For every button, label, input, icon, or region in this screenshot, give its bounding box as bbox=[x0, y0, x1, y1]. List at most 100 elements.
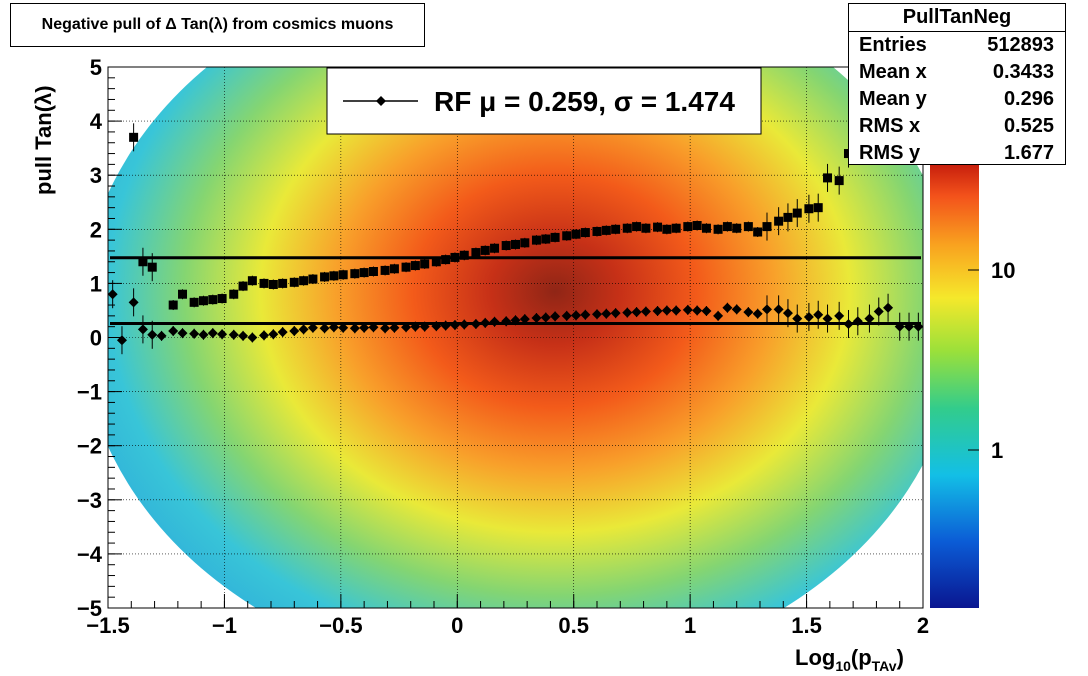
data-point-mean bbox=[489, 316, 500, 327]
data-point-sigma bbox=[208, 295, 218, 305]
data-point-mean bbox=[277, 327, 288, 338]
data-point-sigma bbox=[683, 222, 693, 232]
x-tick-label: −0.5 bbox=[319, 613, 362, 638]
data-point-sigma bbox=[420, 259, 430, 269]
data-point-sigma bbox=[762, 222, 772, 232]
data-point-sigma bbox=[238, 281, 248, 291]
stats-value: 0.525 bbox=[1003, 115, 1054, 137]
data-point-mean bbox=[349, 323, 360, 334]
data-point-sigma bbox=[168, 300, 178, 310]
data-point-mean bbox=[419, 321, 430, 332]
data-point-mean bbox=[592, 309, 602, 320]
data-point-mean bbox=[128, 297, 139, 308]
data-point-sigma bbox=[783, 212, 793, 222]
data-point-mean bbox=[289, 326, 300, 337]
data-point-mean bbox=[843, 318, 854, 329]
data-point-mean bbox=[852, 316, 863, 327]
data-point-mean bbox=[692, 305, 703, 316]
legend-label: RF μ = 0.259, σ = 1.474 bbox=[434, 86, 735, 117]
data-point-sigma bbox=[189, 297, 199, 307]
data-point-sigma bbox=[501, 241, 511, 251]
data-point-sigma bbox=[308, 274, 318, 284]
data-point-mean bbox=[713, 310, 724, 321]
plot-title: Negative pull of Δ Tan(λ) from cosmics m… bbox=[41, 16, 394, 33]
data-point-mean bbox=[207, 328, 218, 339]
y-tick-label: −1 bbox=[77, 380, 102, 405]
data-point-mean bbox=[550, 311, 561, 322]
data-point-sigma bbox=[278, 278, 288, 288]
data-point-mean bbox=[822, 313, 833, 324]
data-point-sigma bbox=[601, 225, 611, 235]
data-point-mean bbox=[189, 328, 200, 339]
data-point-sigma bbox=[774, 216, 784, 226]
data-point-mean bbox=[401, 322, 412, 333]
data-point-sigma bbox=[653, 222, 663, 232]
stats-row-rms-y: RMS y 1.677 bbox=[849, 140, 1065, 167]
data-point-sigma bbox=[692, 221, 702, 231]
stats-row-mean-x: Mean x 0.3433 bbox=[849, 59, 1065, 86]
stats-label: RMS x bbox=[859, 115, 921, 137]
data-point-sigma bbox=[178, 289, 188, 299]
data-point-sigma bbox=[259, 278, 269, 288]
data-point-mean bbox=[319, 323, 330, 334]
stats-value: 512893 bbox=[987, 34, 1054, 56]
data-point-mean bbox=[480, 317, 491, 328]
y-tick-label: 2 bbox=[90, 217, 102, 242]
data-point-sigma bbox=[701, 223, 711, 233]
data-point-mean bbox=[177, 328, 188, 339]
data-point-mean bbox=[904, 321, 915, 332]
data-point-sigma bbox=[671, 223, 681, 233]
data-point-mean bbox=[380, 323, 391, 334]
axes: −1.5 −1 −0.5 0 0.5 1 1.5 2 5 4 3 2 1 0 −1 −2 −3 −4 −5 bbox=[77, 55, 929, 638]
data-point-sigma bbox=[359, 268, 369, 278]
data-point-mean bbox=[228, 329, 239, 340]
data-point-mean bbox=[431, 321, 442, 332]
data-point-sigma bbox=[662, 224, 672, 234]
x-tick-label: 1.5 bbox=[791, 613, 822, 638]
data-point-mean bbox=[338, 322, 349, 333]
data-point-sigma bbox=[753, 227, 763, 237]
data-point-sigma bbox=[641, 223, 651, 233]
data-point-sigma bbox=[471, 248, 481, 258]
x-tick-label: 1 bbox=[684, 613, 696, 638]
data-point-mean bbox=[540, 312, 551, 323]
data-point-sigma bbox=[350, 269, 360, 279]
data-point-sigma bbox=[289, 277, 299, 287]
heatmap bbox=[108, 67, 923, 608]
x-tick-label: −1.5 bbox=[86, 613, 129, 638]
data-point-mean bbox=[661, 305, 672, 316]
data-point-mean bbox=[610, 308, 621, 319]
y-axis-title: pull Tan(λ) bbox=[31, 85, 56, 195]
data-point-sigma bbox=[329, 271, 339, 281]
data-point-mean bbox=[773, 304, 784, 315]
y-tick-label: 4 bbox=[90, 109, 103, 134]
stats-value: 0.3433 bbox=[992, 61, 1054, 83]
x-axis-title: Log10(pTAv) bbox=[795, 645, 904, 674]
data-point-sigma bbox=[368, 266, 378, 276]
density-core bbox=[108, 67, 923, 608]
y-tick-label: −5 bbox=[77, 596, 102, 621]
data-point-sigma bbox=[834, 176, 844, 186]
data-point-sigma bbox=[410, 261, 420, 271]
data-point-sigma bbox=[431, 257, 441, 267]
data-point-sigma bbox=[268, 279, 278, 289]
data-point-sigma bbox=[338, 270, 348, 280]
data-point-sigma bbox=[722, 222, 732, 232]
data-point-mean bbox=[682, 304, 693, 315]
stats-label: Mean x bbox=[859, 61, 927, 83]
data-point-mean bbox=[137, 324, 148, 335]
data-point-mean bbox=[440, 320, 451, 331]
data-point-mean bbox=[217, 329, 228, 340]
data-point-mean bbox=[459, 319, 470, 330]
data-point-mean bbox=[168, 326, 179, 337]
data-point-mean bbox=[894, 321, 905, 332]
y-tick-label: −4 bbox=[77, 542, 103, 567]
data-point-mean bbox=[510, 315, 521, 326]
data-point-sigma bbox=[632, 222, 642, 232]
palette-label: 1 bbox=[991, 438, 1003, 463]
stats-label: RMS y bbox=[859, 142, 921, 164]
data-point-sigma bbox=[713, 224, 723, 234]
data-point-sigma bbox=[823, 173, 833, 183]
data-point-sigma bbox=[450, 252, 460, 262]
data-point-mean bbox=[883, 302, 894, 313]
